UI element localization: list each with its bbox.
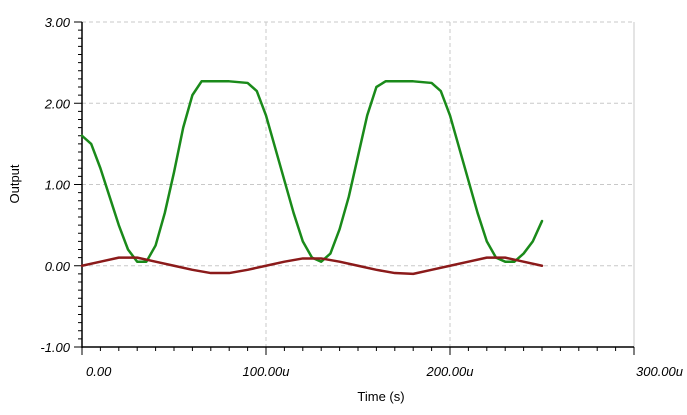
tick-labels: -1.00 0.00 1.00 2.00 3.00 0.00 100.00u 200.00u 3… [40, 15, 683, 379]
x-tick-label: 0.00 [86, 364, 112, 379]
x-tick-label: 100.00u [243, 364, 290, 379]
y-tick-label: 2.00 [44, 96, 71, 111]
x-tick-label: 300.00u [636, 364, 683, 379]
y-tick-label: -1.00 [40, 340, 70, 355]
x-tick-label: 200.00u [426, 364, 474, 379]
x-axis-title: Time (s) [357, 389, 404, 404]
y-tick-label: 1.00 [45, 178, 71, 193]
axes [74, 21, 635, 355]
y-axis-title: Output [7, 164, 22, 203]
y-tick-label: 3.00 [45, 15, 71, 30]
y-tick-label: 0.00 [45, 259, 71, 274]
series-layer [80, 80, 544, 276]
series-line-2 [80, 256, 544, 276]
